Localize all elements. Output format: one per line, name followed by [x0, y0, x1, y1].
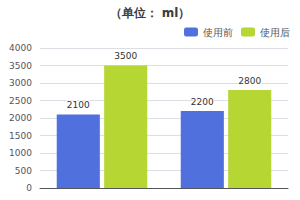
svg-text:2500: 2500 — [9, 96, 32, 106]
svg-text:3500: 3500 — [114, 51, 137, 61]
svg-text:500: 500 — [15, 166, 32, 176]
svg-text:（单位： ml）: （单位： ml） — [110, 6, 191, 20]
svg-text:3500: 3500 — [9, 61, 32, 71]
svg-text:使用后: 使用后 — [260, 27, 290, 38]
svg-text:4000: 4000 — [9, 43, 32, 53]
svg-text:3000: 3000 — [9, 78, 32, 88]
svg-text:2100: 2100 — [67, 100, 90, 110]
svg-text:2200: 2200 — [191, 97, 214, 107]
svg-text:使用前: 使用前 — [203, 27, 233, 38]
svg-text:1500: 1500 — [9, 131, 32, 141]
svg-text:2000: 2000 — [9, 113, 32, 123]
svg-text:2800: 2800 — [238, 76, 261, 86]
svg-text:0: 0 — [26, 183, 32, 193]
svg-text:1000: 1000 — [9, 148, 32, 158]
